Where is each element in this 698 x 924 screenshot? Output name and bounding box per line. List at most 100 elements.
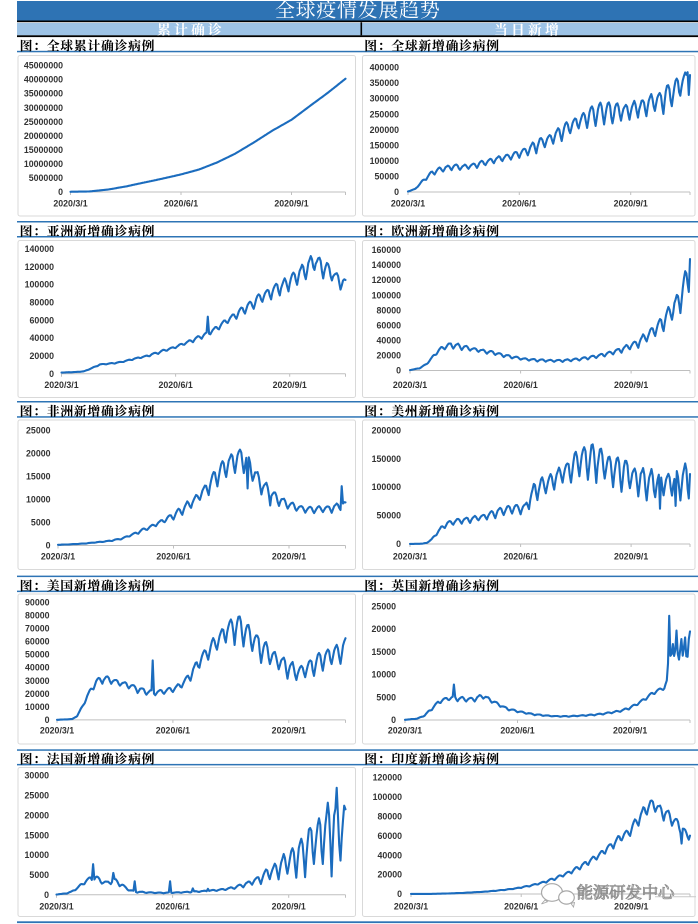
svg-text:2020/3/1: 2020/3/1 <box>393 380 427 390</box>
svg-text:2020/6/1: 2020/6/1 <box>164 199 198 209</box>
svg-text:2020/6/1: 2020/6/1 <box>156 552 190 562</box>
svg-text:0: 0 <box>397 889 402 899</box>
svg-text:2020/3/1: 2020/3/1 <box>393 552 427 562</box>
svg-text:2020/3/1: 2020/3/1 <box>44 380 78 390</box>
svg-text:140000: 140000 <box>372 260 401 270</box>
svg-text:0: 0 <box>58 187 63 197</box>
svg-text:2020/3/1: 2020/3/1 <box>388 726 422 736</box>
svg-text:100000: 100000 <box>372 482 401 492</box>
svg-text:2020/9/1: 2020/9/1 <box>272 902 306 912</box>
svg-text:2020/6/1: 2020/6/1 <box>155 902 189 912</box>
svg-text:100000: 100000 <box>373 792 402 802</box>
svg-text:20000: 20000 <box>26 449 51 459</box>
svg-text:0: 0 <box>396 539 401 549</box>
svg-text:2020/3/1: 2020/3/1 <box>53 199 87 209</box>
svg-text:15000: 15000 <box>26 472 51 482</box>
svg-text:40000: 40000 <box>30 333 55 343</box>
svg-text:10000: 10000 <box>25 702 50 712</box>
svg-text:2020/6/1: 2020/6/1 <box>158 380 192 390</box>
svg-text:5000: 5000 <box>376 692 396 702</box>
svg-text:25000: 25000 <box>25 790 50 800</box>
svg-text:200000: 200000 <box>370 125 399 135</box>
svg-text:15000000: 15000000 <box>24 145 63 155</box>
svg-text:250000: 250000 <box>370 109 399 119</box>
svg-text:120000: 120000 <box>373 773 402 783</box>
svg-text:80000: 80000 <box>378 812 403 822</box>
svg-text:70000: 70000 <box>25 624 50 634</box>
svg-text:2020/3/1: 2020/3/1 <box>39 902 73 912</box>
svg-text:100000: 100000 <box>372 290 401 300</box>
svg-text:2020/6/1: 2020/6/1 <box>156 726 190 736</box>
svg-text:2020/6/1: 2020/6/1 <box>502 199 536 209</box>
svg-text:0: 0 <box>394 187 399 197</box>
svg-text:2020/9/1: 2020/9/1 <box>273 380 307 390</box>
svg-text:20000: 20000 <box>25 810 50 820</box>
svg-text:10000: 10000 <box>25 850 50 860</box>
svg-text:40000: 40000 <box>25 663 50 673</box>
svg-text:20000: 20000 <box>377 351 402 361</box>
svg-text:10000: 10000 <box>372 670 397 680</box>
svg-text:50000: 50000 <box>375 172 400 182</box>
svg-text:40000: 40000 <box>377 335 402 345</box>
svg-text:200000: 200000 <box>372 425 401 435</box>
svg-text:60000: 60000 <box>377 320 402 330</box>
svg-text:25000000: 25000000 <box>24 117 63 127</box>
svg-text:300000: 300000 <box>370 94 399 104</box>
svg-text:20000: 20000 <box>378 870 403 880</box>
svg-text:0: 0 <box>396 366 401 376</box>
svg-text:30000: 30000 <box>25 676 50 686</box>
svg-text:2020/9/1: 2020/9/1 <box>274 199 308 209</box>
svg-text:160000: 160000 <box>372 245 401 255</box>
svg-text:0: 0 <box>49 369 54 379</box>
svg-text:0: 0 <box>44 890 49 900</box>
svg-text:60000: 60000 <box>378 831 403 841</box>
svg-text:80000: 80000 <box>25 610 50 620</box>
svg-text:0: 0 <box>45 715 50 725</box>
svg-text:60000: 60000 <box>25 637 50 647</box>
svg-text:350000: 350000 <box>370 78 399 88</box>
svg-text:120000: 120000 <box>25 262 54 272</box>
svg-text:20000: 20000 <box>30 351 55 361</box>
svg-text:2020/9/1: 2020/9/1 <box>614 552 648 562</box>
svg-text:2020/3/1: 2020/3/1 <box>391 199 425 209</box>
svg-text:25000: 25000 <box>26 426 51 436</box>
svg-text:2020/3/1: 2020/3/1 <box>40 726 74 736</box>
svg-text:2020/6/1: 2020/6/1 <box>500 726 534 736</box>
svg-text:2020/6/1: 2020/6/1 <box>503 380 537 390</box>
svg-text:60000: 60000 <box>30 315 55 325</box>
svg-text:2020/6/1: 2020/6/1 <box>503 552 537 562</box>
svg-text:2020/3/1: 2020/3/1 <box>41 552 75 562</box>
svg-text:10000000: 10000000 <box>24 159 63 169</box>
svg-text:40000000: 40000000 <box>24 75 63 85</box>
svg-text:140000: 140000 <box>25 244 54 254</box>
svg-text:2020/3/1: 2020/3/1 <box>394 902 428 912</box>
svg-text:5000: 5000 <box>31 518 51 528</box>
svg-text:30000: 30000 <box>25 771 50 781</box>
svg-text:20000000: 20000000 <box>24 131 63 141</box>
svg-text:15000: 15000 <box>372 647 397 657</box>
svg-text:2020/9/1: 2020/9/1 <box>272 552 306 562</box>
svg-text:150000: 150000 <box>370 140 399 150</box>
svg-text:25000: 25000 <box>372 601 397 611</box>
svg-text:150000: 150000 <box>372 454 401 464</box>
svg-text:50000: 50000 <box>377 511 402 521</box>
svg-text:20000: 20000 <box>25 689 50 699</box>
svg-text:5000: 5000 <box>29 870 49 880</box>
svg-text:45000000: 45000000 <box>24 61 63 71</box>
svg-text:2020/6/1: 2020/6/1 <box>504 902 538 912</box>
svg-text:400000: 400000 <box>370 63 399 73</box>
svg-text:15000: 15000 <box>25 830 50 840</box>
svg-text:2020/9/1: 2020/9/1 <box>614 380 648 390</box>
svg-text:2020/9/1: 2020/9/1 <box>613 726 647 736</box>
svg-text:30000000: 30000000 <box>24 103 63 113</box>
svg-text:2020/9/1: 2020/9/1 <box>272 726 306 736</box>
svg-text:100000: 100000 <box>370 156 399 166</box>
svg-text:35000000: 35000000 <box>24 89 63 99</box>
svg-text:50000: 50000 <box>25 650 50 660</box>
svg-text:0: 0 <box>391 715 396 725</box>
svg-text:10000: 10000 <box>26 495 51 505</box>
svg-text:40000: 40000 <box>378 850 403 860</box>
svg-text:0: 0 <box>46 541 51 551</box>
svg-text:120000: 120000 <box>372 275 401 285</box>
svg-text:5000000: 5000000 <box>29 173 63 183</box>
